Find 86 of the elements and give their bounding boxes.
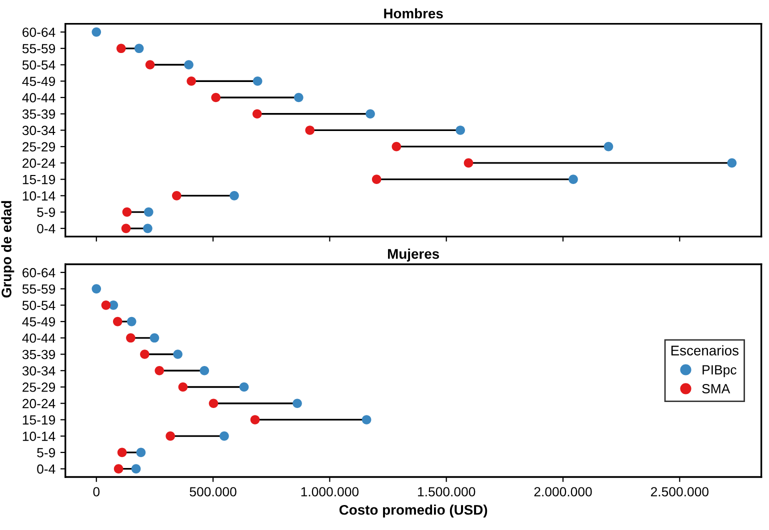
point <box>126 333 136 343</box>
point <box>186 76 196 86</box>
point <box>250 415 260 424</box>
point <box>292 398 302 408</box>
point <box>114 464 124 474</box>
y-tick-label: 15-19 <box>22 415 56 425</box>
point <box>456 126 466 135</box>
chart-title: Hombres <box>384 8 443 18</box>
point <box>92 27 102 37</box>
point <box>126 316 136 326</box>
point <box>116 44 126 54</box>
point <box>166 431 176 441</box>
y-tick-label: 35-39 <box>22 350 56 360</box>
y-tick-label: 5-9 <box>37 448 56 458</box>
point <box>211 92 221 102</box>
point <box>464 158 474 168</box>
y-tick-label: 0-4 <box>37 464 56 474</box>
x-tick-label: 1.500.000 <box>418 487 476 496</box>
y-tick-label: 30-34 <box>22 366 56 376</box>
y-tick-label: 0-4 <box>37 224 56 234</box>
chart-title: Mujeres <box>388 248 440 262</box>
point <box>230 191 239 200</box>
y-tick-label: 5-9 <box>37 208 56 217</box>
point <box>362 415 372 424</box>
point <box>208 398 218 408</box>
point <box>604 142 614 152</box>
x-tick-label: 500.000 <box>190 487 236 496</box>
point <box>252 76 262 86</box>
x-tick-label: 1.000.000 <box>301 487 359 496</box>
point <box>143 224 152 234</box>
y-tick-label: 20-24 <box>22 158 56 168</box>
point <box>392 142 402 152</box>
point <box>144 207 154 217</box>
point <box>112 316 122 326</box>
point <box>200 366 210 376</box>
point <box>372 174 382 184</box>
point <box>92 284 102 294</box>
y-tick-label: 50-54 <box>22 300 56 310</box>
point <box>178 382 188 392</box>
point <box>150 333 160 343</box>
point <box>252 109 262 119</box>
point <box>145 60 155 70</box>
y-tick-label: 20-24 <box>22 398 56 408</box>
legend-label: PIBpc <box>702 365 736 378</box>
x-tick-label: 2.500.000 <box>650 487 708 496</box>
point <box>117 448 127 458</box>
y-tick-label: 45-49 <box>22 317 56 326</box>
point <box>568 174 578 184</box>
point <box>294 92 304 102</box>
y-axis-title: Grupo de edad <box>1 201 14 298</box>
y-tick-label: 45-49 <box>22 76 56 86</box>
point <box>101 300 111 310</box>
point <box>154 366 164 376</box>
point <box>122 207 132 217</box>
y-tick-label: 15-19 <box>22 174 56 184</box>
x-axis-title: Costo promedio (USD) <box>339 504 488 518</box>
x-tick-label: 2.000.000 <box>534 487 592 496</box>
legend-label: SMA <box>702 384 730 394</box>
y-tick-label: 40-44 <box>22 93 56 102</box>
point <box>173 350 182 359</box>
x-tick-label: 0 <box>93 487 100 496</box>
point <box>366 109 375 119</box>
point <box>239 382 249 392</box>
legend-title: Escenarios <box>671 345 738 356</box>
point <box>172 191 182 200</box>
point <box>305 126 315 135</box>
y-tick-label: 25-29 <box>22 382 56 392</box>
y-tick-label: 60-64 <box>22 268 56 278</box>
point <box>220 431 229 441</box>
y-tick-label: 50-54 <box>22 60 56 70</box>
y-tick-label: 10-14 <box>22 191 56 201</box>
y-tick-label: 55-59 <box>22 284 56 294</box>
y-tick-label: 25-29 <box>22 142 56 152</box>
point <box>134 44 144 54</box>
y-tick-label: 60-64 <box>22 28 56 37</box>
y-tick-label: 30-34 <box>22 126 56 136</box>
point <box>121 224 131 234</box>
point <box>184 60 194 70</box>
y-tick-label: 40-44 <box>22 333 56 343</box>
point <box>727 158 737 168</box>
y-tick-label: 55-59 <box>22 44 56 54</box>
y-tick-label: 10-14 <box>22 432 56 441</box>
point <box>131 464 141 474</box>
point <box>136 448 146 458</box>
y-tick-label: 35-39 <box>22 109 56 119</box>
point <box>140 350 150 359</box>
